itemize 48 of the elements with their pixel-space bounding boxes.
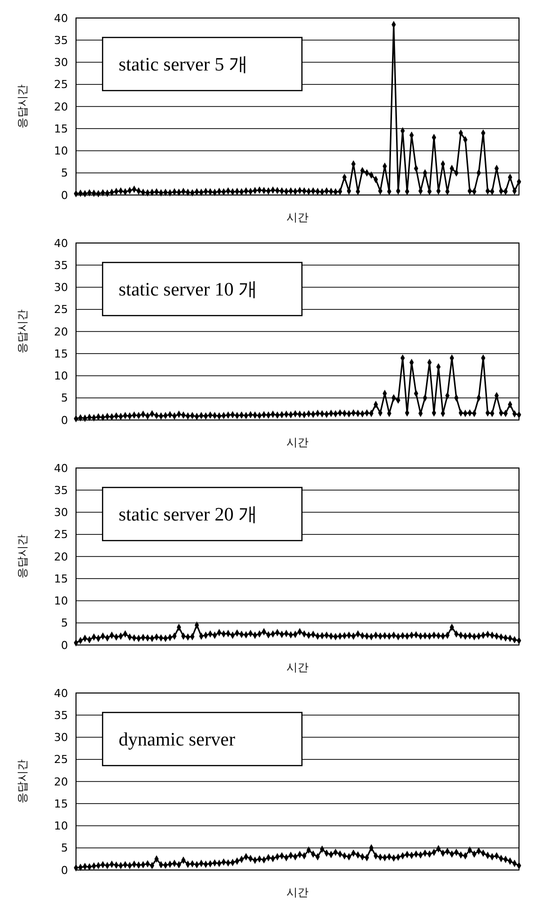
y-tick-label: 0 <box>61 638 68 652</box>
y-tick-label: 20 <box>54 100 68 114</box>
y-axis-title: 응답시간 <box>16 84 29 128</box>
y-tick-label: 30 <box>54 281 68 294</box>
y-tick-label: 25 <box>54 753 68 766</box>
y-tick-label: 40 <box>54 236 68 250</box>
y-tick-label: 5 <box>61 392 68 405</box>
y-tick-label: 35 <box>54 34 68 47</box>
text: dynamic server <box>118 730 236 751</box>
y-axis-title: 응답시간 <box>16 310 29 354</box>
y-tick-label: 40 <box>54 462 68 475</box>
y-tick-label: 35 <box>54 258 68 272</box>
x-axis-title: 시간 <box>286 661 308 674</box>
y-axis-title: 응답시간 <box>16 534 29 578</box>
y-tick-label: 5 <box>61 842 68 855</box>
x-axis-title: 시간 <box>286 211 308 224</box>
y-tick-label: 0 <box>61 864 68 877</box>
y-tick-label: 30 <box>54 731 68 744</box>
y-tick-label: 10 <box>54 370 68 383</box>
y-tick-label: 30 <box>54 506 68 520</box>
text: static server 10 개 <box>118 280 258 301</box>
y-tick-label: 25 <box>54 528 68 542</box>
y-tick-label: 25 <box>54 303 68 316</box>
y-tick-label: 10 <box>54 144 68 158</box>
y-tick-label: 10 <box>54 594 68 608</box>
y-tick-label: 25 <box>54 78 68 92</box>
text: static server 5 개 <box>118 54 248 76</box>
y-tick-label: 30 <box>54 56 68 70</box>
y-tick-label: 10 <box>54 820 68 833</box>
y-tick-label: 15 <box>54 572 68 586</box>
y-tick-label: 15 <box>54 347 68 360</box>
x-axis-title: 시간 <box>286 436 308 449</box>
y-tick-label: 40 <box>54 12 68 25</box>
y-tick-label: 20 <box>54 775 68 788</box>
y-axis-title: 응답시간 <box>16 760 29 804</box>
y-tick-label: 35 <box>54 708 68 722</box>
x-axis-title: 시간 <box>286 886 308 899</box>
y-tick-label: 5 <box>61 166 68 180</box>
y-tick-label: 5 <box>61 616 68 630</box>
y-tick-label: 0 <box>61 414 68 427</box>
y-tick-label: 35 <box>54 484 68 497</box>
y-tick-label: 20 <box>54 550 68 564</box>
text: static server 20 개 <box>118 504 258 526</box>
y-tick-label: 15 <box>54 122 68 136</box>
y-tick-label: 15 <box>54 797 68 810</box>
y-tick-label: 0 <box>61 188 68 202</box>
y-tick-label: 40 <box>54 686 68 700</box>
y-tick-label: 20 <box>54 325 68 338</box>
